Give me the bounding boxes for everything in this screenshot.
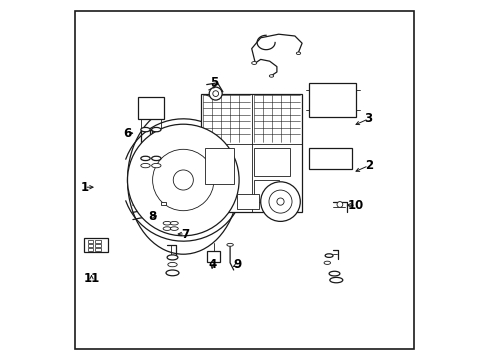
Ellipse shape [329, 278, 342, 283]
Ellipse shape [167, 255, 178, 260]
Ellipse shape [151, 163, 161, 168]
Bar [160, 202, 166, 205]
Ellipse shape [170, 221, 178, 225]
Bar [309, 148, 352, 169]
Bar [201, 94, 302, 212]
Text: 4: 4 [207, 258, 216, 271]
Ellipse shape [141, 156, 150, 161]
Ellipse shape [325, 254, 332, 257]
Bar [309, 83, 355, 117]
Ellipse shape [296, 52, 300, 55]
Text: 11: 11 [83, 273, 100, 285]
Ellipse shape [251, 62, 256, 64]
Circle shape [144, 102, 157, 114]
Ellipse shape [166, 270, 179, 276]
Ellipse shape [151, 127, 161, 132]
Bar [253, 180, 278, 202]
Text: 1: 1 [80, 181, 88, 194]
Ellipse shape [151, 156, 161, 161]
Bar [253, 148, 289, 176]
Bar [95, 244, 101, 247]
Circle shape [268, 190, 291, 213]
Ellipse shape [163, 227, 171, 230]
Circle shape [209, 87, 222, 100]
Bar [88, 244, 93, 247]
Text: 10: 10 [347, 199, 364, 212]
Bar [237, 194, 258, 209]
Bar [138, 97, 163, 119]
Text: 3: 3 [364, 112, 372, 125]
Circle shape [152, 149, 214, 211]
Circle shape [209, 253, 218, 262]
Bar [95, 248, 101, 251]
Circle shape [276, 198, 284, 205]
Ellipse shape [170, 227, 178, 230]
Circle shape [212, 91, 218, 96]
Circle shape [336, 202, 342, 207]
Bar [95, 240, 101, 243]
Ellipse shape [324, 261, 330, 264]
Ellipse shape [269, 75, 273, 77]
Bar [88, 248, 93, 251]
Text: 7: 7 [181, 228, 189, 240]
Ellipse shape [141, 163, 150, 168]
Circle shape [260, 182, 300, 221]
Bar [204, 148, 233, 184]
Bar [207, 251, 220, 262]
Bar [84, 238, 107, 252]
Ellipse shape [163, 221, 171, 225]
Text: 5: 5 [209, 76, 218, 89]
Ellipse shape [328, 271, 339, 276]
Ellipse shape [141, 127, 150, 132]
Ellipse shape [167, 262, 177, 267]
Bar [88, 240, 93, 243]
Text: 2: 2 [364, 159, 372, 172]
Circle shape [127, 124, 239, 236]
Text: 8: 8 [148, 210, 157, 222]
Ellipse shape [226, 243, 233, 246]
Text: 9: 9 [233, 258, 241, 271]
Text: 6: 6 [123, 127, 131, 140]
Circle shape [173, 170, 193, 190]
